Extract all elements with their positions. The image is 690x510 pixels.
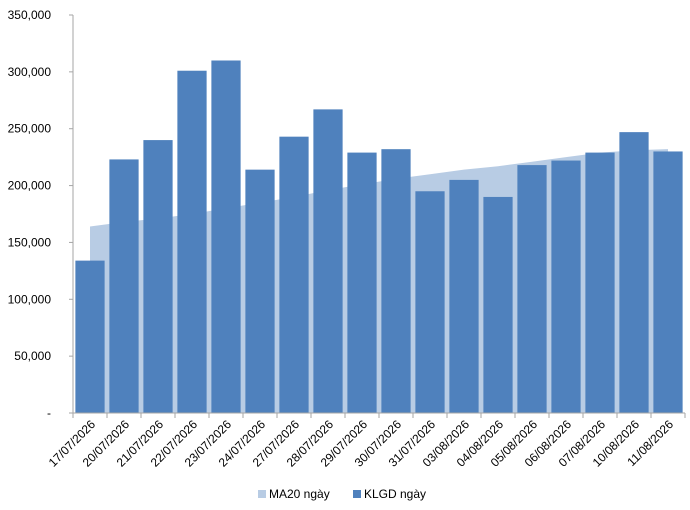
bar-23-07-2026 [211, 60, 241, 414]
bar-07-08-2026 [585, 152, 615, 413]
bar-06-08-2026 [551, 160, 581, 413]
bar-29-07-2026 [347, 152, 377, 413]
legend: MA20 ngày KLGD ngày [258, 487, 426, 501]
y-tick-label: 50,000 [14, 349, 51, 363]
legend-label: MA20 ngày [269, 487, 330, 501]
y-tick-label: 250,000 [8, 122, 52, 136]
y-tick-label: 300,000 [8, 65, 52, 79]
bars-layer [75, 60, 683, 414]
bar-17-07-2026 [75, 260, 105, 413]
bar-24-07-2026 [245, 169, 275, 413]
ma20-area [90, 149, 668, 413]
ma20-area-layer [90, 149, 668, 413]
bar-31-07-2026 [415, 191, 445, 413]
bar-28-07-2026 [313, 109, 343, 413]
bar-27-07-2026 [279, 136, 309, 414]
y-tick-label: - [47, 406, 51, 420]
y-tick-label: 100,000 [8, 292, 52, 306]
y-tick-label: 350,000 [8, 8, 52, 22]
legend-swatch [258, 490, 266, 498]
bar-21-07-2026 [143, 140, 173, 413]
legend-swatch [353, 490, 361, 498]
y-tick-label: 150,000 [8, 235, 52, 249]
bar-05-08-2026 [517, 165, 547, 413]
bar-10-08-2026 [619, 132, 649, 413]
bar-30-07-2026 [381, 149, 411, 413]
bar-03-08-2026 [449, 179, 479, 413]
bar-11-08-2026 [653, 151, 683, 413]
legend-label: KLGD ngày [364, 487, 426, 501]
bar-22-07-2026 [177, 70, 207, 413]
y-tick-label: 200,000 [8, 179, 52, 193]
bar-20-07-2026 [109, 159, 139, 413]
bar-04-08-2026 [483, 196, 513, 413]
